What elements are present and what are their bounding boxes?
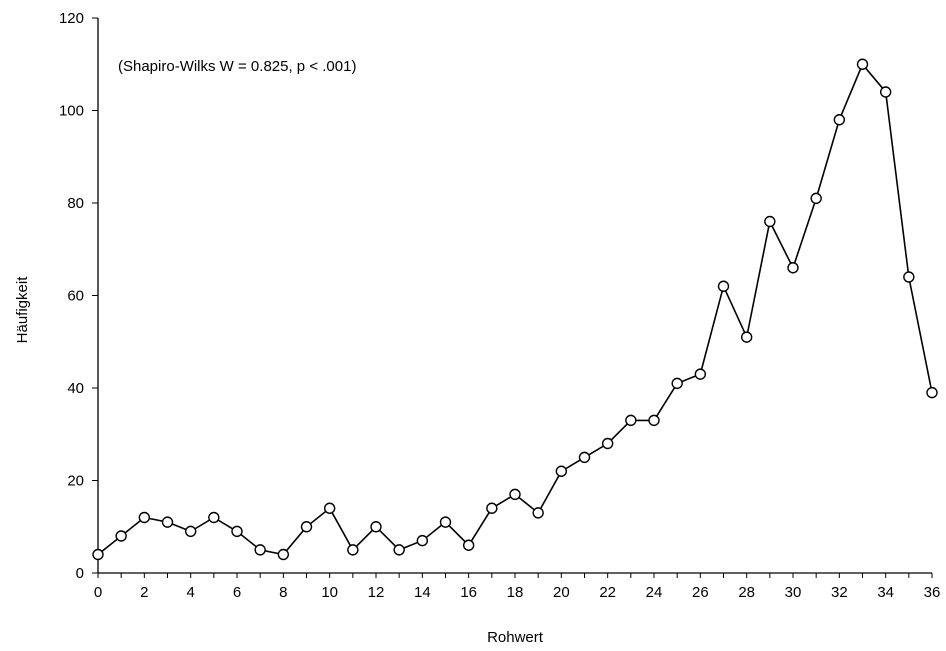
data-point [208,511,220,524]
x-tick-label: 34 [877,584,894,601]
y-tick-label: 40 [67,380,84,397]
data-point [462,539,475,551]
series-line [97,62,933,556]
data-point [323,502,336,514]
data-point [555,465,568,477]
y-tick-label: 80 [67,195,84,212]
data-point [601,437,614,450]
data-point [92,548,104,561]
y-tick-label: 20 [67,473,84,490]
x-tick-label: 36 [924,584,941,601]
data-point [347,544,359,556]
data-point [231,525,243,538]
data-point [856,58,869,70]
data-point [416,534,429,547]
x-tick-label: 22 [599,584,616,601]
x-tick-label: 4 [186,584,194,601]
x-tick-label: 2 [140,584,148,601]
data-point [138,511,151,524]
x-tick-label: 28 [738,584,755,601]
data-point [509,488,521,501]
data-point [439,516,452,528]
x-tick-label: 26 [692,584,709,601]
data-point [764,215,776,228]
x-tick-label: 8 [279,584,287,601]
y-tick-label: 120 [59,10,84,27]
data-point [393,544,405,556]
y-tick-label: 100 [59,103,84,120]
x-tick-label: 12 [368,584,385,601]
data-point [903,271,915,283]
data-point [161,516,174,528]
data-point [694,368,707,380]
data-point [254,544,266,556]
y-tick-label: 60 [67,288,84,305]
x-tick-label: 14 [414,584,431,601]
data-point [625,414,637,427]
data-point [787,262,799,274]
annotation: (Shapiro-Wilks W = 0.825, p < .001) [118,58,356,75]
x-axis-label: Rohwert [487,629,544,646]
x-axis-ticks: 0 2 4 6 8 10 12 14 16 18 20 22 24 26 28 30 32 34 36 [94,573,941,601]
data-series [92,58,938,561]
y-axis-ticks: 0 20 40 60 80 100 120 [59,10,98,582]
x-tick-label: 0 [94,584,102,601]
data-point [671,377,683,390]
data-point [300,521,313,533]
data-point [717,280,730,292]
x-tick-label: 10 [321,584,338,601]
data-point [810,192,822,205]
data-point [648,414,660,427]
data-point [370,521,382,533]
x-tick-label: 20 [553,584,570,601]
data-point [115,530,127,542]
data-point [740,331,753,343]
x-tick-label: 32 [831,584,848,601]
data-point [879,86,892,98]
y-tick-label: 0 [76,565,84,582]
data-point [184,525,197,538]
x-tick-label: 6 [233,584,241,601]
x-tick-label: 18 [507,584,524,601]
data-point [532,507,544,519]
data-point [833,114,846,126]
data-point [277,548,290,561]
y-axis-label: Häufigkeit [14,276,31,344]
x-tick-label: 16 [460,584,477,601]
data-point [486,502,498,514]
data-point [578,451,591,464]
data-point [926,386,938,399]
x-tick-label: 30 [785,584,802,601]
x-tick-label: 24 [646,584,663,601]
